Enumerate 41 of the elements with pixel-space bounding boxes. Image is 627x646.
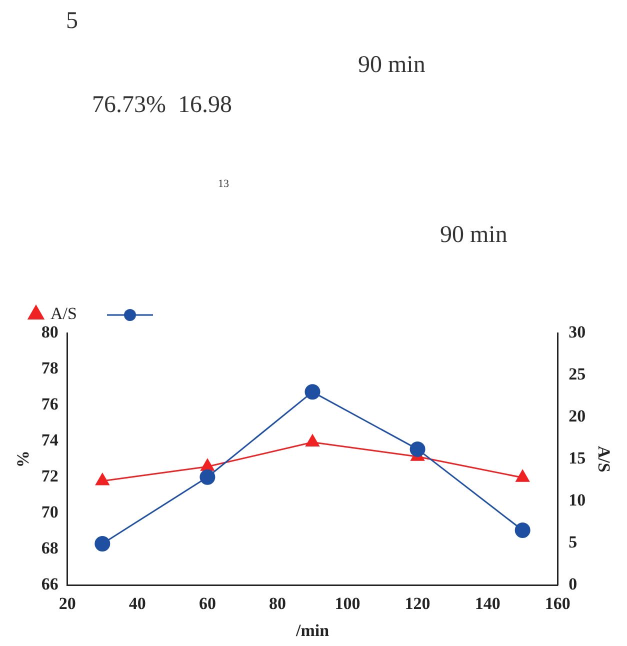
- y-tick-label: 68: [41, 538, 58, 558]
- point: [304, 384, 320, 400]
- y-tick-label: 74: [41, 430, 59, 450]
- x-tick-label: 100: [334, 594, 360, 613]
- y-tick-label: 70: [41, 502, 58, 522]
- point: [94, 536, 110, 552]
- y2-tick-label: 20: [568, 406, 586, 426]
- y2-tick-label: 25: [568, 364, 586, 384]
- y-tick-label: 80: [41, 322, 58, 342]
- y-tick-label: 76: [41, 394, 58, 414]
- y2-tick-label: 30: [568, 322, 586, 342]
- y2-tick-label: 15: [568, 448, 586, 468]
- y2-tick-label: 10: [568, 490, 586, 510]
- x-tick-label: 140: [474, 594, 500, 613]
- y-axis-title: %: [14, 450, 33, 468]
- y2-axis-title: A/S: [594, 446, 614, 472]
- y-tick-label: 66: [41, 574, 58, 594]
- x-tick-label: 60: [198, 594, 216, 613]
- text: 90 min: [440, 222, 508, 249]
- y-tick-label: 78: [41, 358, 58, 378]
- x-tick-label: 160: [544, 594, 570, 613]
- text: 13: [218, 178, 229, 190]
- point: [200, 469, 216, 485]
- x-tick-label: 20: [58, 594, 76, 613]
- x-tick-label: 80: [268, 594, 286, 613]
- x-tick-label: 120: [404, 594, 430, 613]
- point: [516, 470, 530, 482]
- point: [514, 522, 530, 538]
- x-axis-title: /min: [294, 621, 330, 640]
- text: 90 min: [358, 52, 426, 79]
- text: 5: [66, 8, 78, 35]
- legend-label: A/S: [50, 304, 77, 323]
- y-tick-label: 72: [41, 466, 58, 486]
- text: 76.73% 16.98: [92, 92, 232, 119]
- y2-tick-label: 5: [568, 532, 578, 552]
- point: [306, 434, 320, 447]
- point: [200, 458, 214, 471]
- y2-tick-label: 0: [568, 574, 578, 594]
- point: [96, 473, 110, 486]
- x-tick-label: 40: [128, 594, 146, 613]
- point: [410, 441, 426, 457]
